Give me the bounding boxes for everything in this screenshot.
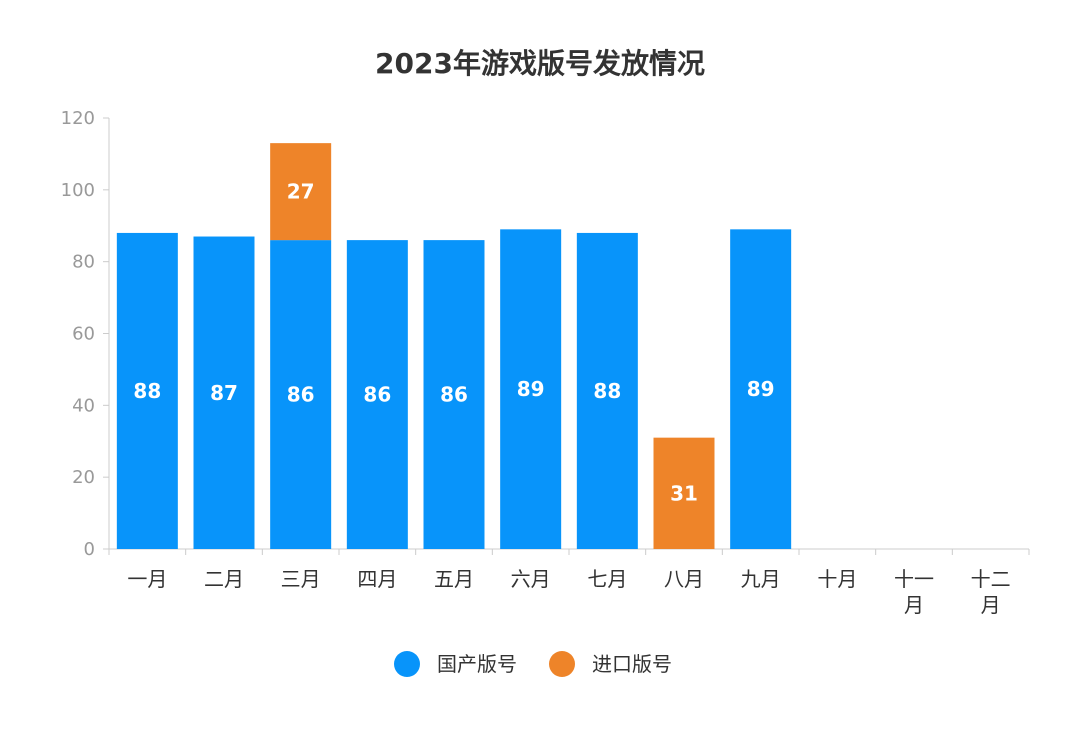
- bar: [730, 229, 792, 549]
- legend-marker: [549, 651, 575, 677]
- x-tick-label: 二月: [204, 567, 244, 591]
- bar: [193, 236, 255, 549]
- legend-marker: [394, 651, 420, 677]
- x-tick-label: 七月: [587, 567, 627, 591]
- x-tick-label: 四月: [357, 567, 397, 591]
- y-tick-label: 80: [72, 252, 95, 273]
- legend-label: 国产版号: [437, 652, 517, 676]
- y-tick-label: 20: [72, 467, 95, 488]
- bar: [116, 232, 178, 549]
- bar: [270, 240, 332, 549]
- bar-label: 86: [287, 383, 315, 407]
- x-tick-label: 十一月: [894, 567, 934, 617]
- bar-labels: 88 87 86 86 86 89 88 89 27 31: [133, 180, 774, 506]
- x-tick-label: 八月: [664, 567, 704, 591]
- legend-label: 进口版号: [592, 652, 672, 676]
- x-tick-label: 三月: [281, 567, 321, 591]
- x-tick-label: 六月: [511, 567, 551, 591]
- bar-label: 86: [363, 383, 391, 407]
- bar-label: 88: [133, 379, 161, 403]
- bar-label: 27: [287, 180, 315, 204]
- y-tick-label: 60: [72, 324, 95, 345]
- x-tick-label: 九月: [741, 567, 781, 591]
- bar: [500, 229, 562, 549]
- bar-label: 88: [593, 379, 621, 403]
- y-tick-label: 0: [84, 539, 95, 560]
- y-tick-label: 120: [61, 108, 95, 129]
- x-tick-label: 一月: [127, 567, 167, 591]
- y-tick-label: 100: [61, 180, 95, 201]
- bars: [116, 143, 792, 549]
- bar-label: 89: [747, 377, 775, 401]
- bar-label: 86: [440, 383, 468, 407]
- bar-label: 89: [517, 377, 545, 401]
- y-axis: 0 20 40 60 80 100 120: [61, 108, 110, 560]
- bar: [270, 143, 332, 241]
- bar: [576, 232, 638, 549]
- x-tick-label: 五月: [434, 567, 474, 591]
- bar: [423, 240, 485, 549]
- bar-label: 31: [670, 481, 698, 505]
- x-tick-label: 十月: [817, 567, 857, 591]
- y-tick-label: 40: [72, 395, 95, 416]
- bar: [346, 240, 408, 549]
- bar-label: 87: [210, 381, 238, 405]
- legend: 国产版号 进口版号: [394, 651, 672, 677]
- x-tick-label: 十二月: [971, 567, 1011, 617]
- chart-title: 2023年游戏版号发放情况: [375, 47, 705, 80]
- bar: [653, 437, 715, 549]
